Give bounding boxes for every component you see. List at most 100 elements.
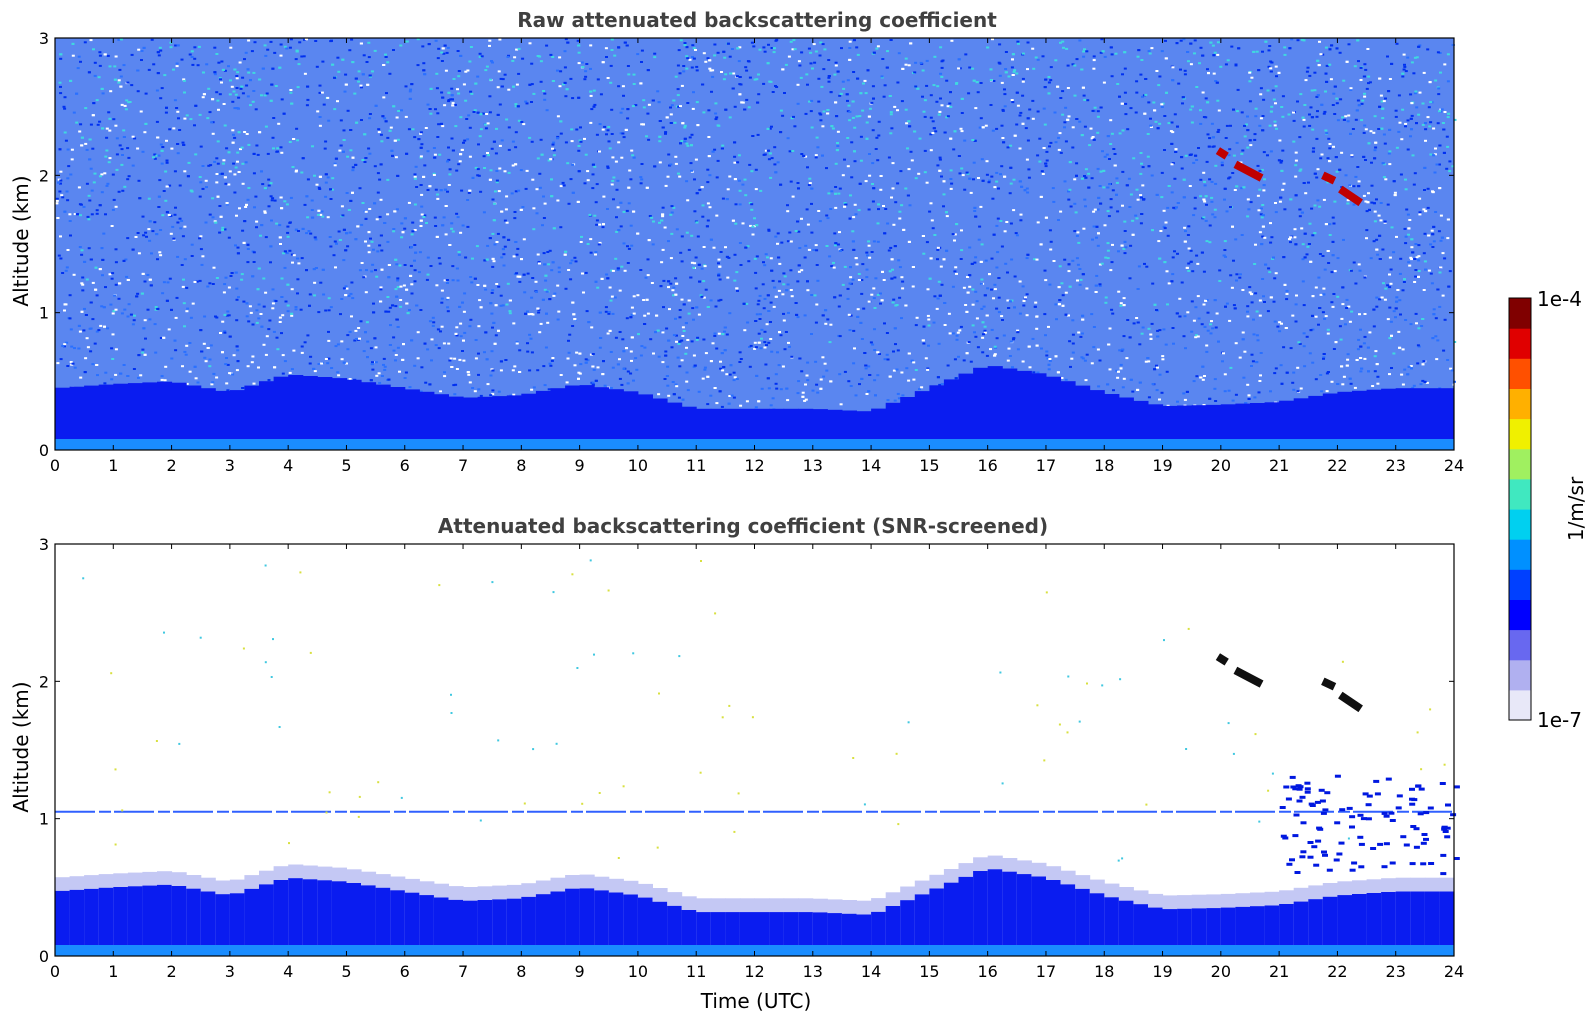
noise-pixel <box>709 299 713 302</box>
noise-pixel <box>706 168 710 171</box>
noise-pixel <box>430 338 434 341</box>
noise-pixel <box>350 281 354 284</box>
noise-pixel <box>429 112 433 115</box>
noise-pixel <box>348 231 352 234</box>
noise-pixel <box>1250 76 1254 79</box>
noise-pixel <box>918 388 921 391</box>
noise-pixel <box>396 138 400 141</box>
noise-pixel <box>1269 150 1273 153</box>
noise-pixel <box>853 160 857 163</box>
noise-pixel <box>358 187 362 190</box>
noise-pixel <box>1083 175 1086 177</box>
noise-pixel <box>776 351 779 354</box>
noise-pixel <box>763 297 767 300</box>
noise-pixel <box>119 75 123 78</box>
noise-pixel <box>463 331 467 334</box>
noise-pixel <box>1379 219 1383 222</box>
noise-pixel <box>89 123 93 126</box>
noise-pixel <box>605 273 609 276</box>
noise-pixel <box>770 157 774 160</box>
noise-pixel <box>1135 80 1139 83</box>
noise-pixel <box>676 88 680 91</box>
noise-pixel <box>867 365 871 368</box>
noise-pixel <box>226 310 230 313</box>
noise-pixel <box>719 367 723 370</box>
noise-pixel <box>1360 367 1364 370</box>
noise-pixel <box>349 292 353 295</box>
noise-pixel <box>921 69 925 72</box>
noise-pixel <box>290 253 294 256</box>
noise-pixel <box>392 349 396 352</box>
noise-pixel <box>563 50 567 53</box>
noise-pixel <box>464 99 468 102</box>
noise-pixel <box>949 105 953 108</box>
noise-pixel <box>436 112 440 115</box>
noise-pixel <box>1412 72 1416 75</box>
noise-pixel <box>1057 148 1061 151</box>
noise-pixel <box>1369 130 1373 133</box>
noise-pixel <box>136 232 140 234</box>
noise-pixel <box>114 308 118 311</box>
noise-pixel <box>186 307 190 310</box>
noise-pixel <box>1125 357 1129 360</box>
noise-pixel <box>515 340 519 343</box>
noise-pixel <box>493 243 497 246</box>
noise-pixel <box>804 383 807 386</box>
noise-pixel <box>538 262 541 265</box>
noise-pixel <box>1035 258 1039 261</box>
noise-pixel <box>1254 243 1257 246</box>
noise-pixel <box>1206 133 1210 136</box>
noise-pixel <box>374 269 377 272</box>
noise-pixel <box>1012 338 1015 341</box>
noise-pixel <box>714 102 718 105</box>
noise-pixel <box>900 371 904 374</box>
noise-pixel <box>280 98 284 101</box>
noise-pixel <box>216 140 220 143</box>
noise-pixel <box>1128 277 1132 280</box>
noise-pixel <box>584 70 588 73</box>
noise-pixel <box>58 190 62 193</box>
noise-pixel <box>1326 157 1330 160</box>
noise-pixel <box>1384 287 1388 290</box>
noise-pixel <box>778 280 782 283</box>
noise-pixel <box>879 188 883 191</box>
noise-pixel <box>1247 208 1251 211</box>
noise-pixel <box>733 105 737 108</box>
noise-pixel <box>852 216 856 219</box>
noise-pixel <box>1354 175 1358 178</box>
noise-pixel <box>892 350 895 353</box>
noise-pixel <box>110 225 114 227</box>
noise-pixel <box>1013 69 1017 72</box>
noise-pixel <box>479 394 483 397</box>
noise-pixel <box>190 56 194 58</box>
noise-pixel <box>789 40 793 43</box>
noise-pixel <box>400 236 404 239</box>
noise-pixel <box>364 210 368 213</box>
noise-pixel <box>849 194 852 197</box>
noise-pixel <box>897 259 901 262</box>
noise-pixel <box>1397 130 1401 133</box>
noise-pixel <box>1424 128 1428 131</box>
noise-pixel <box>524 187 528 190</box>
noise-pixel <box>1299 387 1303 390</box>
noise-pixel <box>1206 311 1210 314</box>
noise-pixel <box>440 91 444 94</box>
noise-pixel <box>150 252 153 255</box>
noise-pixel <box>440 297 444 300</box>
noise-pixel <box>1205 344 1209 347</box>
noise-pixel <box>851 230 855 233</box>
noise-pixel <box>511 59 515 62</box>
noise-pixel <box>692 318 695 321</box>
noise-pixel <box>1380 100 1384 103</box>
noise-pixel <box>1004 68 1008 70</box>
noise-pixel <box>418 251 422 254</box>
noise-pixel <box>236 160 239 163</box>
noise-pixel <box>1311 328 1315 331</box>
noise-pixel <box>1024 127 1028 130</box>
noise-pixel <box>1223 390 1227 393</box>
noise-pixel <box>1354 118 1358 121</box>
noise-pixel <box>225 357 228 359</box>
noise-pixel <box>281 314 285 317</box>
noise-pixel <box>1099 51 1103 54</box>
